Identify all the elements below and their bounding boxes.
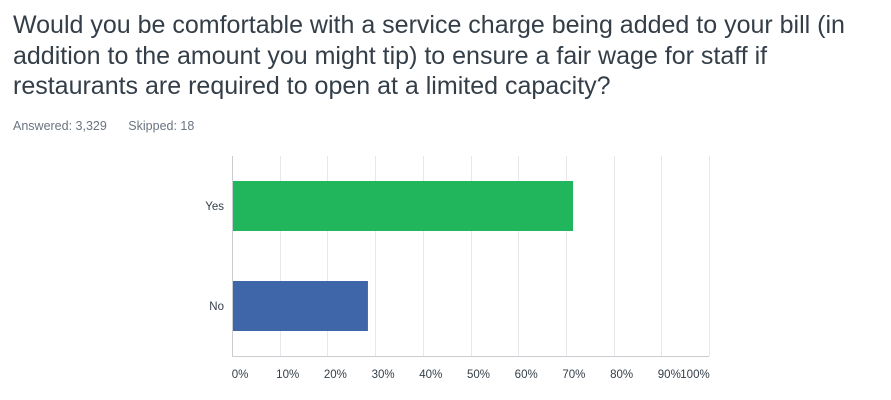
category-label: No	[209, 301, 224, 313]
x-tick-label: 90%	[658, 369, 681, 381]
x-tick-label: 50%	[467, 369, 490, 381]
question-title: Would you be comfortable with a service …	[13, 11, 845, 100]
x-tick-label: 60%	[515, 369, 538, 381]
category-label: Yes	[205, 201, 224, 213]
x-tick-label: 20%	[324, 369, 347, 381]
bar-yes	[232, 181, 574, 231]
x-tick-label: 70%	[562, 369, 585, 381]
x-tick-label: 0%	[232, 369, 249, 381]
x-tick-label: 40%	[419, 369, 442, 381]
answered-count: Answered: 3,329	[13, 119, 107, 133]
x-tick-label: 30%	[372, 369, 395, 381]
x-tick-label: 80%	[610, 369, 633, 381]
response-stats: Answered: 3,329 Skipped: 18	[13, 119, 212, 133]
skipped-count: Skipped: 18	[128, 119, 195, 133]
x-tick-label: 100%	[680, 369, 709, 381]
bar-no	[232, 281, 368, 331]
x-tick-label: 10%	[276, 369, 299, 381]
